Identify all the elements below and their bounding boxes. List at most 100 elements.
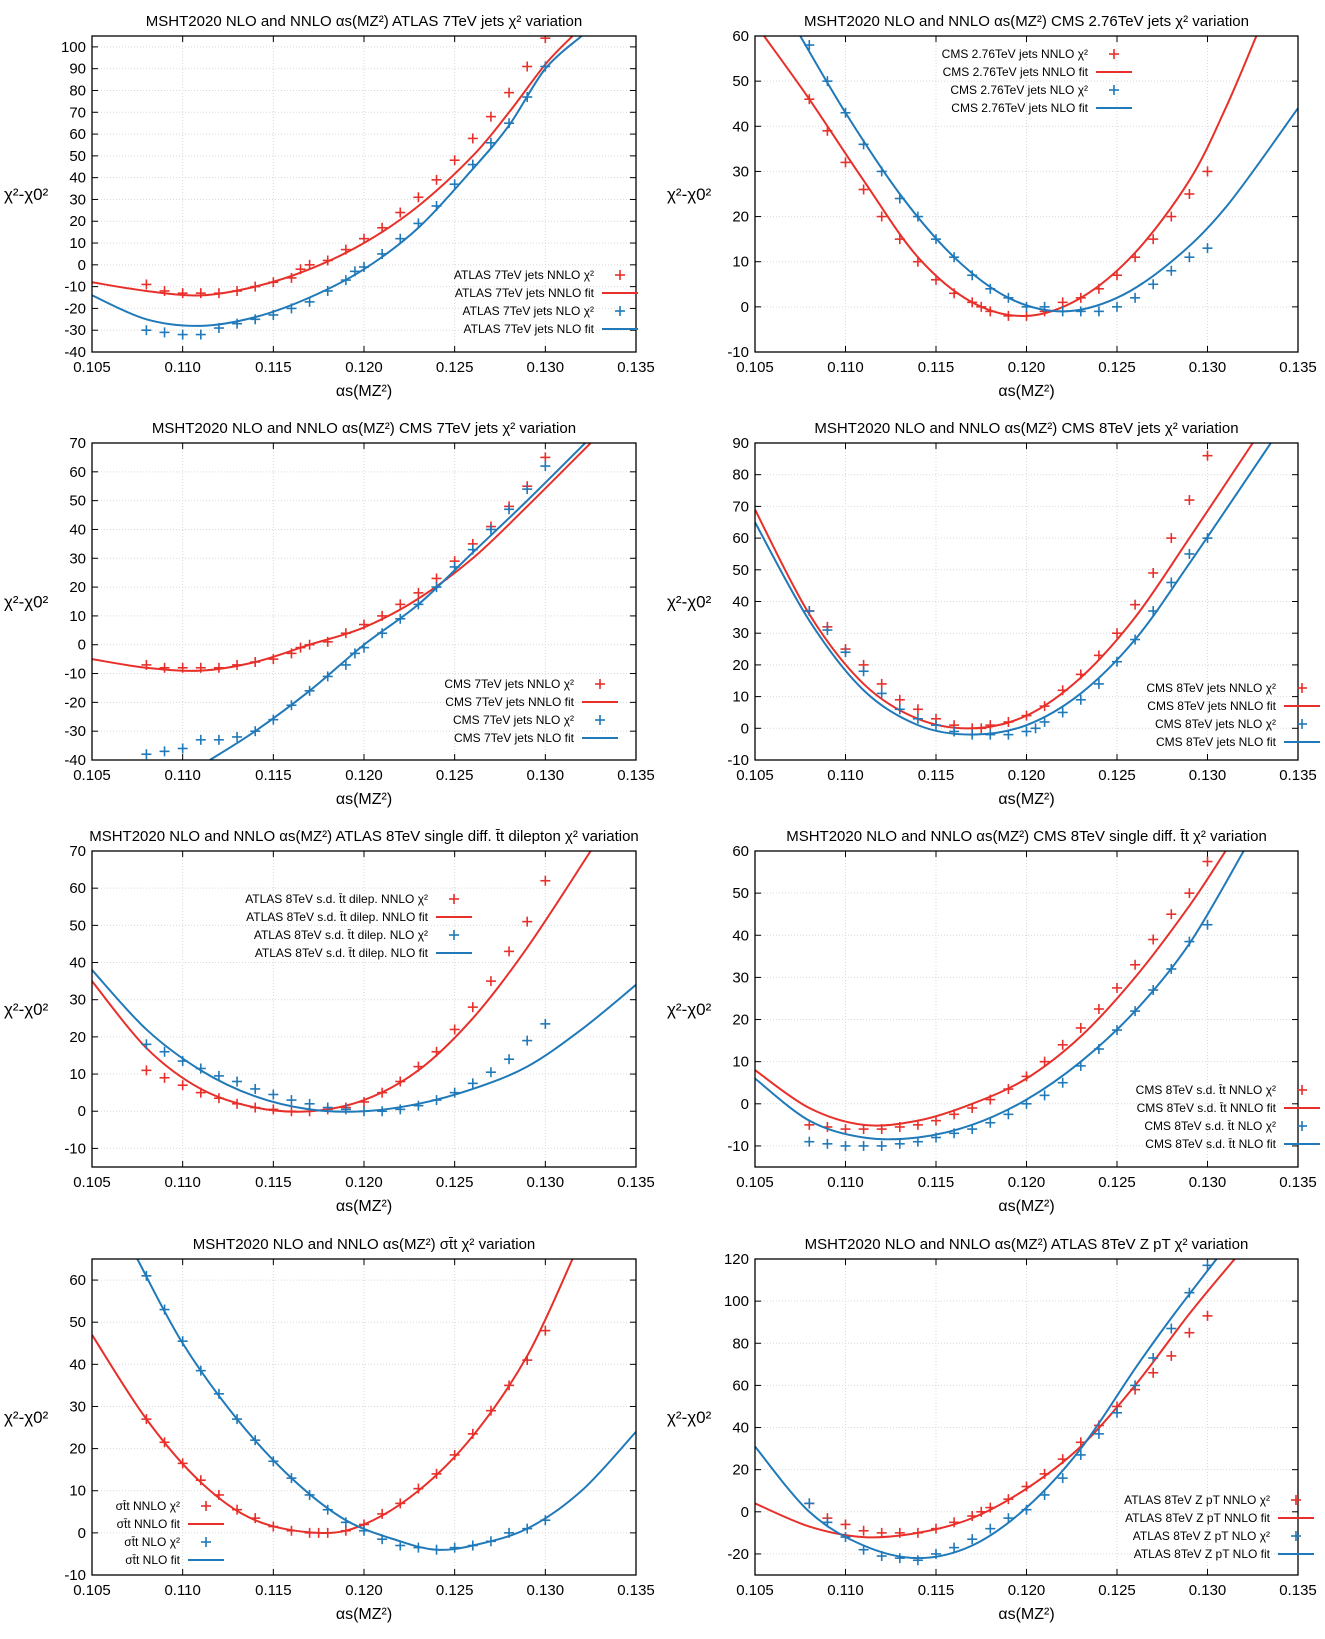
legend-label: CMS 2.76TeV jets NLO fit [951, 101, 1088, 115]
y-tick-label: 40 [69, 170, 86, 187]
data-point [540, 461, 551, 472]
data-point [195, 734, 206, 745]
legend-point-swatch [615, 306, 625, 316]
x-tick-label: 0.110 [827, 359, 863, 376]
x-tick-label: 0.125 [436, 1174, 474, 1191]
x-tick-label: 0.120 [1008, 1582, 1046, 1599]
y-tick-label: 80 [732, 1335, 749, 1352]
y-tick-label: 60 [69, 1272, 86, 1289]
data-point [395, 599, 406, 610]
chart-title: MSHT2020 NLO and NNLO αs(MZ²) CMS 7TeV j… [152, 420, 576, 437]
x-tick-label: 0.110 [164, 359, 200, 376]
x-tick-label: 0.105 [736, 1174, 774, 1191]
y-tick-label: -10 [727, 1138, 749, 1155]
legend-point-swatch [201, 1501, 211, 1511]
data-point [159, 1046, 170, 1057]
y-tick-label: 20 [69, 1029, 86, 1046]
y-tick-label: 60 [69, 126, 86, 143]
x-axis-label: αs(MZ²) [998, 1198, 1054, 1215]
y-tick-label: -10 [727, 752, 749, 769]
x-tick-label: 0.115 [255, 1582, 291, 1599]
data-point [1130, 599, 1141, 610]
y-tick-label: 60 [732, 530, 749, 547]
data-point [1148, 1367, 1159, 1378]
x-tick-label: 0.110 [164, 767, 200, 784]
data-point [467, 1078, 478, 1089]
legend-point-swatch [1297, 1121, 1307, 1131]
data-point [141, 1065, 152, 1076]
data-point [967, 1534, 978, 1545]
data-point [1184, 252, 1195, 263]
data-point [195, 288, 206, 299]
data-point [232, 318, 243, 329]
x-axis-label: αs(MZ²) [336, 791, 392, 808]
x-tick-label: 0.135 [1279, 1174, 1317, 1191]
legend-label: CMS 8TeV s.d. t̄t NNLO χ² [1136, 1083, 1276, 1097]
legend-label: CMS 8TeV s.d. t̄t NLO χ² [1144, 1119, 1276, 1133]
x-tick-label: 0.120 [1008, 359, 1046, 376]
data-point [1057, 1473, 1068, 1484]
y-tick-label: -30 [64, 723, 86, 740]
x-tick-label: 0.115 [255, 767, 291, 784]
x-tick-label: 0.125 [1098, 359, 1136, 376]
plot-frame [91, 442, 637, 761]
data-point [894, 694, 905, 705]
x-axis-label: αs(MZ²) [998, 791, 1054, 808]
y-tick-label: 10 [732, 689, 749, 706]
x-tick-label: 0.115 [918, 1582, 954, 1599]
plot-frame [91, 850, 637, 1168]
data-point [250, 1083, 261, 1094]
chart-title: MSHT2020 NLO and NNLO αs(MZ²) ATLAS 8TeV… [805, 1236, 1249, 1253]
legend-point-swatch [201, 1537, 211, 1547]
data-point [1166, 265, 1177, 276]
data-point [467, 1002, 478, 1013]
x-tick-label: 0.110 [164, 1174, 200, 1191]
data-point [1112, 656, 1122, 667]
panel-1: 0.105 0.110 0.115 0.120 0.125 0.130 0.135 -40 -3… [4, 13, 655, 400]
legend-point-swatch [615, 270, 625, 280]
x-tick-label: 0.110 [827, 767, 863, 784]
data-point [522, 1035, 533, 1046]
x-tick-label: 0.120 [1008, 1174, 1046, 1191]
plot-frame [91, 1258, 637, 1576]
legend-point-swatch [449, 930, 459, 940]
x-tick-label: 0.105 [73, 767, 111, 784]
data-point [286, 1095, 297, 1106]
data-point [858, 184, 869, 195]
data-point [540, 1018, 551, 1029]
y-tick-label: 80 [69, 82, 86, 99]
y-tick-label: 60 [732, 1377, 749, 1394]
y-axis-label: χ²-χ0² [4, 1408, 49, 1427]
chart-title: MSHT2020 NLO and NNLO αs(MZ²) CMS 2.76Te… [804, 13, 1249, 30]
series-line-2 [755, 443, 1254, 730]
y-tick-label: -10 [64, 666, 86, 683]
data-point [540, 36, 551, 44]
y-tick-label: -20 [64, 300, 86, 317]
y-tick-label: 120 [724, 1251, 749, 1268]
x-tick-label: 0.135 [1279, 1582, 1317, 1599]
data-point [1202, 243, 1213, 254]
series-line-4 [799, 36, 1298, 313]
data-point [485, 1067, 496, 1078]
y-tick-label: 70 [69, 435, 86, 452]
y-tick-label: 0 [741, 720, 749, 737]
data-point [395, 233, 406, 244]
data-point [1057, 707, 1068, 718]
legend-label: ATLAS 8TeV s.d. t̄t dilep. NNLO χ² [245, 892, 428, 906]
y-tick-label: 20 [69, 213, 86, 230]
y-tick-label: 30 [69, 191, 86, 208]
data-point [985, 1523, 996, 1534]
x-tick-label: 0.120 [345, 1174, 383, 1191]
legend-label: ATLAS 8TeV s.d. t̄t dilep. NLO χ² [254, 928, 428, 942]
x-tick-label: 0.105 [73, 359, 111, 376]
data-point [1112, 301, 1122, 312]
y-tick-label: 0 [78, 637, 86, 654]
x-tick-label: 0.120 [345, 1582, 383, 1599]
data-point [340, 1104, 351, 1115]
legend-label: ATLAS 8TeV Z pT NNLO fit [1125, 1511, 1271, 1525]
data-point [1112, 1407, 1122, 1418]
panel-2: 0.105 0.110 0.115 0.120 0.125 0.130 0.135 -10 0 1… [667, 13, 1317, 400]
x-tick-label: 0.130 [1189, 767, 1227, 784]
data-point [1093, 1428, 1104, 1439]
